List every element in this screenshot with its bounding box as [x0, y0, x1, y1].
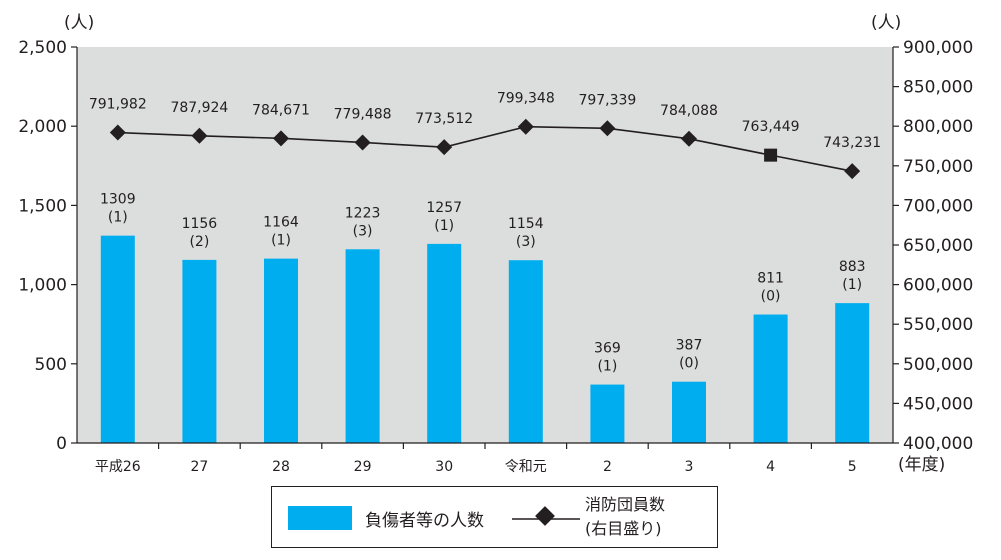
- x-tick-label-1: 27: [190, 459, 208, 475]
- x-tick-label-7: 3: [685, 459, 694, 475]
- bar-2: [264, 258, 298, 443]
- right-tick-label-10: 900,000: [903, 38, 973, 58]
- left-tick-label-0: 0: [56, 434, 67, 454]
- bar-8: [753, 314, 788, 443]
- line-value-label-8: 763,449: [742, 119, 800, 135]
- legend-diamond-icon: [535, 506, 555, 526]
- line-marker-9: [844, 163, 861, 180]
- line-value-label-0: 791,982: [89, 97, 147, 113]
- right-tick-label-0: 400,000: [903, 434, 973, 454]
- legend-label-members: 消防団員数 (右目盛り): [585, 493, 665, 541]
- bar-6: [590, 384, 625, 443]
- legend-line-symbol: [512, 506, 580, 526]
- right-tick-label-4: 600,000: [903, 276, 973, 296]
- bar-1: [182, 259, 217, 443]
- legend-label-injuries: 負傷者等の人数: [365, 511, 484, 531]
- bar-sublabel-2: (1): [271, 233, 291, 249]
- x-axis-unit: (年度): [898, 455, 945, 475]
- x-tick-label-8: 4: [766, 459, 775, 475]
- bar-sublabel-8: (0): [761, 289, 781, 305]
- right-tick-label-1: 450,000: [903, 394, 973, 414]
- right-tick-label-8: 800,000: [903, 117, 973, 137]
- bar-4: [427, 243, 462, 443]
- right-tick-label-6: 700,000: [903, 196, 973, 216]
- bar-value-label-6: 369: [594, 341, 621, 357]
- left-tick-label-2: 1,000: [18, 276, 67, 296]
- bar-sublabel-1: (2): [189, 234, 209, 250]
- line-value-label-1: 787,924: [170, 100, 228, 116]
- line-value-label-5: 799,348: [497, 91, 555, 107]
- left-tick-label-1: 500: [35, 355, 67, 375]
- bar-sublabel-3: (3): [353, 223, 373, 239]
- line-marker-5: [517, 118, 534, 135]
- bar-7: [672, 381, 706, 443]
- legend-label-members-main: 消防団員数: [585, 495, 666, 514]
- bar-3: [345, 249, 380, 443]
- line-value-label-7: 784,088: [660, 103, 718, 119]
- bar-value-label-3: 1223: [345, 205, 381, 221]
- right-axis-unit: (人): [871, 13, 901, 33]
- line-marker-2: [273, 130, 289, 147]
- left-tick-label-3: 1,500: [18, 196, 67, 216]
- x-tick-label-2: 28: [272, 459, 290, 475]
- legend-bar-swatch: [288, 506, 352, 530]
- bar-sublabel-4: (1): [434, 218, 454, 234]
- bar-value-label-4: 1257: [426, 200, 462, 216]
- bar-9: [835, 303, 870, 443]
- bar-value-label-0: 1309: [100, 192, 136, 208]
- bar-sublabel-0: (1): [108, 210, 128, 226]
- x-tick-label-5: 令和元: [505, 459, 547, 475]
- left-axis-unit: (人): [64, 13, 94, 33]
- x-tick-label-6: 2: [603, 459, 612, 475]
- bar-value-label-1: 1156: [182, 216, 218, 232]
- x-tick-label-3: 29: [354, 459, 372, 475]
- line-marker-0: [109, 124, 126, 141]
- line-value-label-9: 743,231: [823, 135, 881, 151]
- line-marker-8: [764, 148, 778, 162]
- legend: 負傷者等の人数 消防団員数 (右目盛り): [271, 486, 718, 548]
- line-marker-4: [436, 139, 453, 156]
- line-value-label-4: 773,512: [415, 111, 473, 127]
- x-tick-label-9: 5: [848, 459, 857, 475]
- bar-value-label-2: 1164: [263, 215, 299, 231]
- series-line-consumer: [117, 125, 853, 172]
- x-tick-label-0: 平成26: [95, 459, 141, 475]
- line-value-label-3: 779,488: [334, 106, 392, 122]
- line-marker-3: [354, 134, 371, 151]
- bar-0: [100, 235, 135, 443]
- line-value-label-2: 784,671: [252, 102, 310, 118]
- left-tick-label-5: 2,500: [18, 38, 67, 58]
- bar-value-label-5: 1154: [508, 216, 544, 232]
- bar-sublabel-7: (0): [679, 356, 699, 372]
- bar-sublabel-5: (3): [516, 234, 536, 250]
- right-tick-label-5: 650,000: [903, 236, 973, 256]
- bar-5: [508, 260, 543, 443]
- combo-chart: 1309 (1) 1156 (2) 1164 (1) 1223 (3) 1257 (1) 1154 (…: [18, 13, 973, 475]
- line-marker-1: [191, 127, 208, 144]
- line-marker-6: [599, 120, 616, 137]
- left-tick-label-4: 2,000: [18, 117, 67, 137]
- bar-value-label-9: 883: [839, 259, 866, 275]
- right-tick-label-2: 500,000: [903, 355, 973, 375]
- bar-value-label-7: 387: [676, 338, 703, 354]
- bar-sublabel-9: (1): [842, 277, 862, 293]
- line-value-label-6: 797,339: [578, 92, 636, 108]
- right-tick-label-3: 550,000: [903, 315, 973, 335]
- bar-sublabel-6: (1): [597, 359, 617, 375]
- bar-value-label-8: 811: [757, 271, 784, 287]
- legend-label-members-sub: (右目盛り): [585, 519, 662, 538]
- line-marker-7: [681, 130, 697, 147]
- right-tick-label-7: 750,000: [903, 157, 973, 177]
- x-tick-label-4: 30: [435, 459, 453, 475]
- right-tick-label-9: 850,000: [903, 78, 973, 98]
